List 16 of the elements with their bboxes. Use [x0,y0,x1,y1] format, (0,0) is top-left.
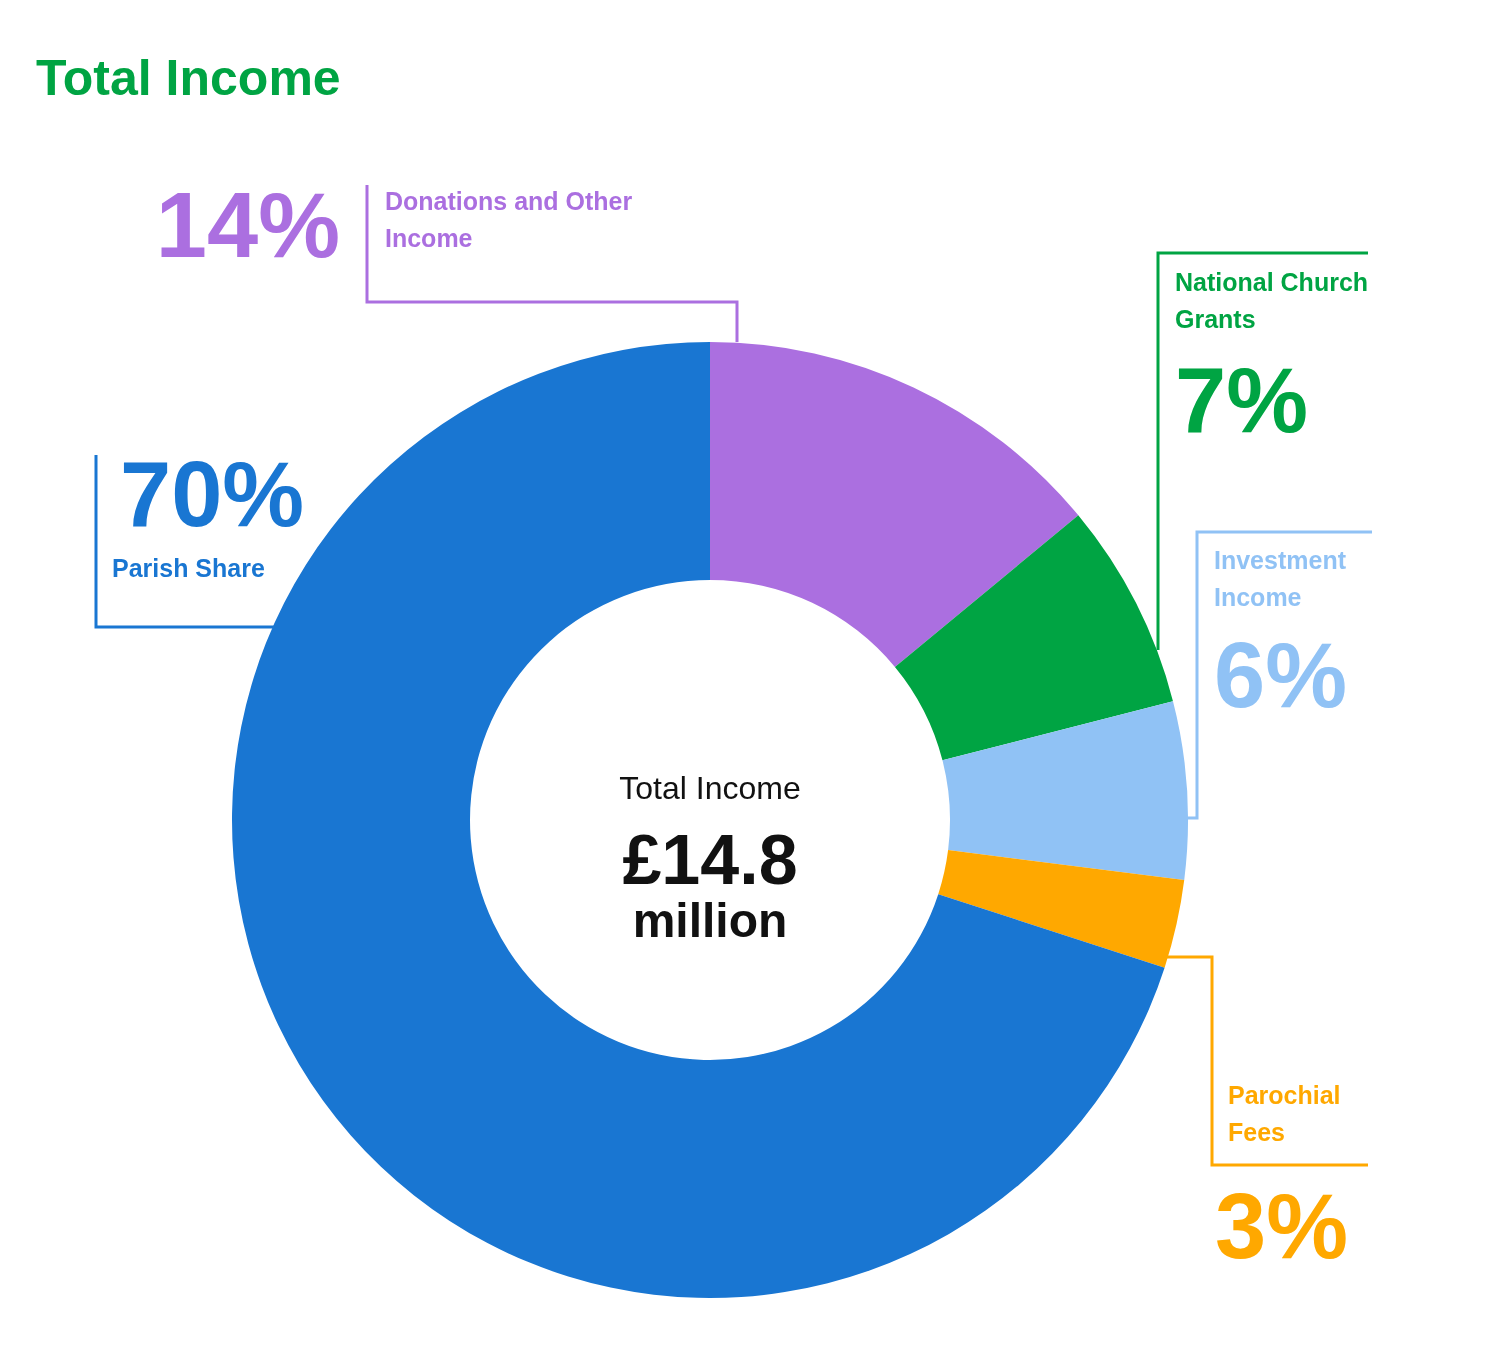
data-label: 70% [120,443,305,545]
slice-label: Investment Income [1214,546,1347,611]
donut-slice [942,701,1188,880]
slice-label: National Church Grants [1175,268,1369,333]
donut-slice [710,342,1079,668]
donut-slice [938,850,1185,968]
slice-label: Donations and Other Income [385,187,633,252]
slice-label: Parochial Fees [1228,1081,1341,1146]
slice-label: Parish Share [112,554,265,582]
data-label: 6% [1214,624,1347,726]
data-label: 7% [1175,349,1308,451]
chart-title: Total Income [36,50,341,106]
data-label: 14% [155,174,340,276]
text: Total Income [619,770,801,806]
donut-slice [894,515,1173,761]
data-label: 3% [1215,1175,1348,1277]
